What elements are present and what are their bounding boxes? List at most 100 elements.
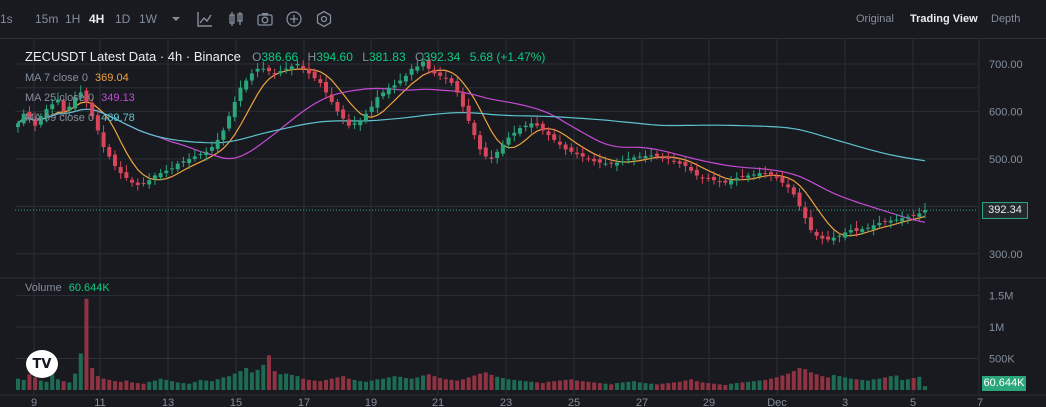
candle-body (877, 222, 882, 226)
volume-bar (774, 377, 779, 390)
candle-body (278, 71, 283, 74)
candle-body (883, 221, 888, 223)
volume-bar (118, 381, 123, 390)
volume-bar (255, 369, 260, 390)
candle-body (814, 231, 819, 236)
candle-body (580, 153, 585, 157)
tradingview-logo[interactable]: TV (26, 350, 58, 378)
view-depth[interactable]: Depth (991, 13, 1021, 25)
volume-bar (700, 382, 705, 390)
volume-bar (666, 383, 671, 390)
volume-bar (266, 355, 271, 390)
volume-bar (592, 382, 597, 390)
candle-body (905, 216, 910, 219)
candle-body (517, 128, 522, 134)
price-tick-label: 700.00 (989, 59, 1023, 71)
ma99-row[interactable]: MA 99 close 0 489.78 (25, 108, 545, 128)
candle-body (557, 141, 562, 145)
time-tick-label: 19 (365, 397, 377, 407)
volume-bar (603, 383, 608, 390)
candle-body (438, 72, 443, 76)
ma25-line (17, 87, 926, 223)
interval-15m[interactable]: 15m (35, 12, 59, 26)
low-label: L (362, 50, 369, 64)
volume-bar (403, 378, 408, 390)
candle-body (44, 109, 49, 119)
time-tick-label: 23 (500, 397, 512, 407)
candle-body (101, 132, 106, 148)
volume-bar (369, 380, 374, 390)
candle-body (341, 109, 346, 119)
candle-body (848, 230, 853, 233)
candle-body (84, 90, 89, 102)
candle-body (740, 175, 745, 177)
candle-body (797, 192, 802, 207)
interval-1s[interactable]: 1s (0, 12, 13, 26)
volume-bar (335, 377, 340, 390)
volume-bar (358, 381, 363, 390)
candle-body (666, 156, 671, 159)
volume-bar (95, 376, 100, 390)
volume-bar (318, 381, 323, 390)
view-original[interactable]: Original (856, 13, 894, 25)
add-icon[interactable] (285, 10, 303, 28)
volume-bar (848, 378, 853, 390)
candle-body (398, 80, 403, 84)
volume-bar (860, 379, 865, 390)
volume-bar (871, 379, 876, 390)
ma7-label: MA 7 close 0 (25, 72, 88, 84)
volume-bar (814, 374, 819, 390)
volume-bar (905, 379, 910, 390)
candle-body (894, 219, 899, 221)
candle-body (757, 173, 762, 177)
candle-body (409, 68, 414, 75)
indicator-icon[interactable] (196, 10, 214, 28)
candle-body (261, 68, 266, 70)
volume-bar (346, 378, 351, 390)
time-tick-label: 15 (230, 397, 242, 407)
volume-bar (449, 379, 454, 390)
candle-body (38, 116, 43, 125)
ma25-row[interactable]: MA 25 close 0 349.13 (25, 88, 545, 108)
candle-body (923, 210, 927, 213)
volume-bar (843, 377, 848, 390)
candle-body (483, 147, 488, 157)
candle-body (232, 101, 237, 118)
candle-body (238, 87, 243, 101)
candle-body (888, 220, 893, 223)
volume-bar (135, 383, 140, 390)
candle-body (78, 92, 83, 98)
candle-body (158, 173, 163, 178)
time-tick-label: Dec (767, 397, 787, 407)
candle-type-icon[interactable] (227, 10, 245, 28)
candle-body (546, 131, 551, 136)
volume-bar (495, 376, 500, 390)
chevron-down-icon[interactable] (167, 10, 185, 28)
volume-bar (232, 373, 237, 390)
volume-bar (643, 383, 648, 390)
interval-1w[interactable]: 1W (139, 12, 157, 26)
candle-body (329, 94, 334, 102)
candle-body (369, 106, 374, 112)
interval-1d[interactable]: 1D (115, 12, 131, 26)
view-trading-view[interactable]: Trading View (910, 13, 978, 25)
candle-body (660, 157, 665, 159)
ma7-row[interactable]: MA 7 close 0 369.04 (25, 68, 545, 88)
settings-icon[interactable] (315, 10, 333, 28)
screenshot-icon[interactable] (256, 10, 274, 28)
volume-bar (683, 380, 688, 390)
interval-1h[interactable]: 1H (65, 12, 81, 26)
candle-body (672, 160, 677, 162)
volume-bar (301, 378, 306, 390)
candle-body (706, 177, 711, 179)
current-price-tag: 392.34 (982, 202, 1028, 220)
candle-body (318, 79, 323, 83)
volume-bar (238, 371, 243, 390)
candle-body (392, 85, 397, 88)
time-tick-label: 25 (568, 397, 580, 407)
volume-bar (506, 379, 511, 390)
candle-body (837, 235, 842, 237)
volume-bar (632, 381, 637, 390)
interval-4h[interactable]: 4H (89, 12, 105, 26)
